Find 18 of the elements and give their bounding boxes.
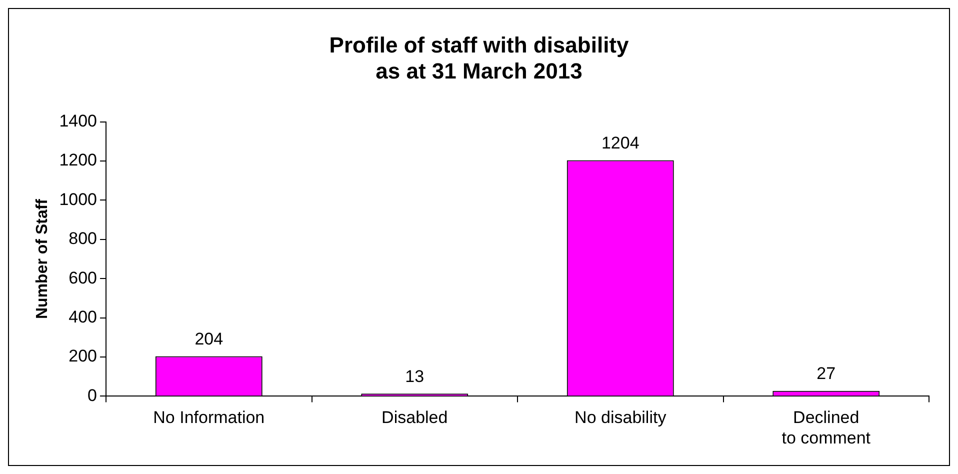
y-axis-title: Number of Staff xyxy=(34,198,52,319)
y-tick-label: 1000 xyxy=(59,190,98,209)
x-tick-label: No disability xyxy=(574,408,667,428)
y-tick-label: 400 xyxy=(68,307,98,326)
x-tick-label: No Information xyxy=(153,408,265,428)
y-tick-label: 0 xyxy=(88,386,98,405)
y-tick-label: 200 xyxy=(68,346,98,366)
chart-title: Profile of staff with disability as at 31 March 2013 xyxy=(329,32,630,84)
y-tick-label: 800 xyxy=(68,229,98,248)
x-tick-label: Disabled xyxy=(382,408,448,428)
data-label: 1204 xyxy=(601,133,640,152)
data-label: 27 xyxy=(816,364,836,384)
y-tick-label: 1400 xyxy=(59,111,98,130)
x-tick-label: Declined to comment xyxy=(782,408,871,448)
data-label: 204 xyxy=(194,329,224,348)
y-tick-label: 600 xyxy=(68,268,98,288)
y-tick-label: 1200 xyxy=(59,150,98,170)
data-label: 13 xyxy=(405,366,424,386)
